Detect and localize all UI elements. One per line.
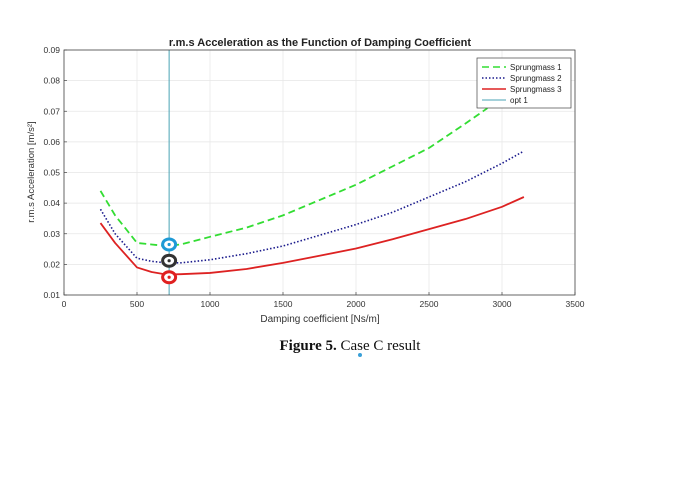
legend-label: Sprungmass 3 — [510, 85, 562, 94]
y-tick-label: 0.02 — [43, 259, 60, 269]
caption-dot — [358, 353, 362, 357]
series-line-sprungmass-1 — [99, 107, 488, 247]
y-tick-label: 0.06 — [43, 137, 60, 147]
x-tick-label: 3000 — [493, 299, 512, 309]
x-tick-label: 2000 — [347, 299, 366, 309]
x-tick-label: 1000 — [201, 299, 220, 309]
x-tick-label: 2500 — [420, 299, 439, 309]
series-line-sprungmass-3 — [99, 196, 525, 276]
caption-text: Case C result — [336, 338, 421, 354]
optimum-marker-dot — [167, 242, 171, 247]
x-tick-label: 3500 — [566, 299, 585, 309]
y-tick-label: 0.04 — [43, 198, 60, 208]
chart-title: r.m.s Acceleration as the Function of Da… — [169, 37, 471, 49]
y-tick-label: 0.09 — [43, 45, 60, 55]
figure-caption: Figure 5. Case C result — [0, 338, 700, 355]
legend-label: opt 1 — [510, 96, 528, 105]
optimum-marker-dot — [167, 275, 171, 279]
axis-ticks: 0 500 1000 1500 2000 2500 3000 3500 0.01 0.02 0.03… — [43, 45, 584, 309]
x-tick-label: 1500 — [274, 299, 293, 309]
y-tick-label: 0.03 — [43, 229, 60, 239]
legend-label: Sprungmass 1 — [510, 63, 562, 72]
x-tick-label: 500 — [130, 299, 144, 309]
y-tick-label: 0.07 — [43, 106, 60, 116]
legend-label: Sprungmass 2 — [510, 74, 562, 83]
y-tick-label: 0.08 — [43, 76, 60, 86]
x-axis-label: Damping coefficient [Ns/m] — [260, 314, 380, 325]
optimum-marker-dot — [167, 259, 171, 263]
legend: Sprungmass 1 Sprungmass 2 Sprungmass 3 opt … — [476, 57, 572, 109]
y-axis-label: r.m.s Acceleration [m/s²] — [26, 121, 37, 222]
caption-label: Figure 5. — [279, 338, 337, 354]
x-tick-label: 0 — [62, 299, 67, 309]
marker-group — [161, 237, 178, 285]
y-tick-label: 0.01 — [43, 290, 60, 300]
y-tick-label: 0.05 — [43, 168, 60, 178]
